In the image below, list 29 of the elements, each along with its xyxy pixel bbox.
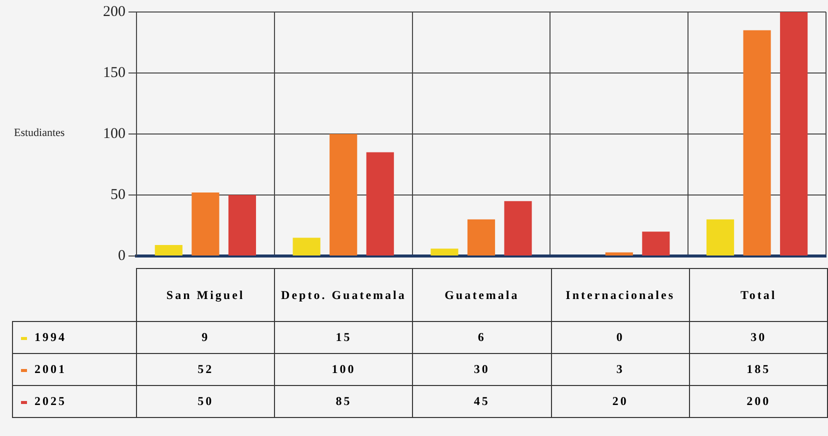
y-tick-label: 150 [103, 64, 126, 81]
y-tick-label: 50 [110, 186, 126, 203]
legend-label: 1994 [12, 322, 137, 354]
data-label: 52 [136, 354, 275, 386]
legend-label: 2001 [12, 354, 137, 386]
data-label: 30 [690, 322, 828, 354]
data-label: 6 [412, 322, 552, 354]
x-tick-label: Depto. Guatemala [274, 268, 413, 322]
y-tick-label: 100 [103, 126, 126, 142]
x-tick-label: Guatemala [412, 268, 552, 322]
x-tick-label: Total [690, 268, 828, 322]
data-label: 85 [274, 386, 413, 418]
y-axis-title: Estudiantes [14, 127, 65, 139]
x-tick-label: Internacionales [551, 268, 690, 322]
data-label: 30 [412, 354, 552, 386]
x-tick-label: San Miguel [136, 268, 275, 322]
data-label: 50 [136, 386, 275, 418]
data-label: 15 [274, 322, 413, 354]
legend-label: 2025 [12, 386, 137, 418]
y-tick-label: 200 [103, 4, 126, 20]
data-label: 200 [690, 386, 828, 418]
data-label: 9 [136, 322, 275, 354]
data-label: 0 [551, 322, 690, 354]
data-label: 45 [412, 386, 552, 418]
data-label: 3 [551, 354, 690, 386]
data-label: 100 [274, 354, 413, 386]
data-label: 20 [551, 386, 690, 418]
data-label: 185 [690, 354, 828, 386]
y-tick-label: 0 [118, 248, 126, 264]
